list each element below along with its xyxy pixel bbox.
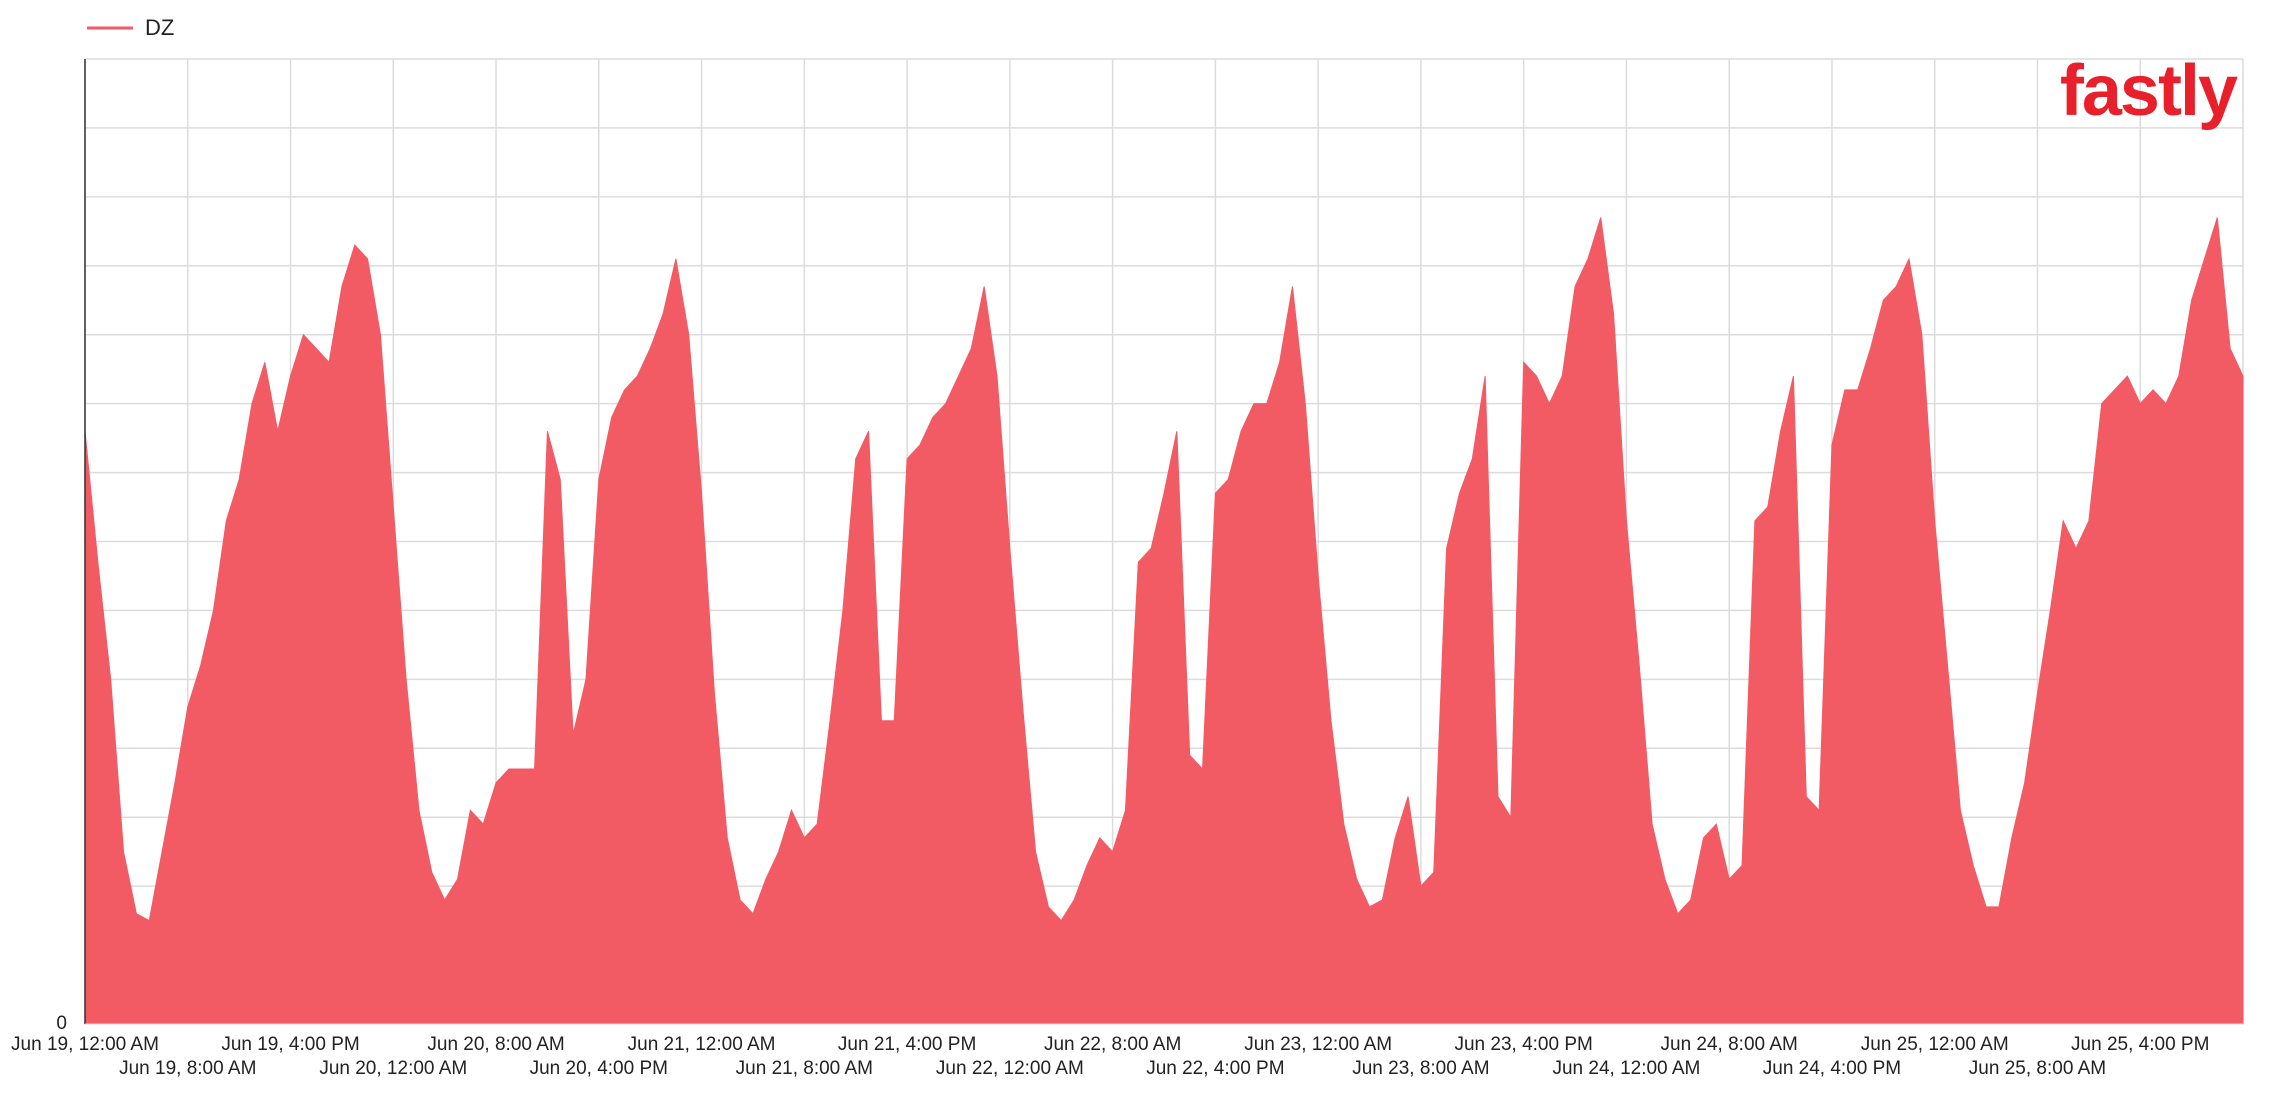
- x-tick-label: Jun 23, 8:00 AM: [1352, 1058, 1489, 1079]
- x-tick-label: Jun 22, 8:00 AM: [1044, 1034, 1181, 1055]
- x-tick-label: Jun 20, 4:00 PM: [530, 1058, 668, 1079]
- x-tick-label: Jun 21, 8:00 AM: [736, 1058, 873, 1079]
- x-tick-label: Jun 19, 4:00 PM: [221, 1034, 359, 1055]
- legend-label: DZ: [145, 15, 174, 40]
- x-tick-label: Jun 20, 8:00 AM: [427, 1034, 564, 1055]
- x-tick-label: Jun 21, 12:00 AM: [628, 1034, 776, 1055]
- x-tick-label: Jun 25, 8:00 AM: [1969, 1058, 2106, 1079]
- y-tick-label: 0: [56, 1013, 67, 1034]
- x-tick-label: Jun 19, 12:00 AM: [11, 1034, 159, 1055]
- x-tick-label: Jun 23, 12:00 AM: [1244, 1034, 1392, 1055]
- x-tick-label: Jun 19, 8:00 AM: [119, 1058, 256, 1079]
- x-tick-label: Jun 22, 4:00 PM: [1146, 1058, 1284, 1079]
- x-tick-label: Jun 23, 4:00 PM: [1454, 1034, 1592, 1055]
- area: [84, 217, 2244, 1025]
- x-tick-label: Jun 21, 4:00 PM: [838, 1034, 976, 1055]
- x-tick-label: Jun 20, 12:00 AM: [319, 1058, 467, 1079]
- x-tick-label: Jun 25, 12:00 AM: [1861, 1034, 2009, 1055]
- x-tick-label: Jun 24, 4:00 PM: [1763, 1058, 1901, 1079]
- x-tick-label: Jun 22, 12:00 AM: [936, 1058, 1084, 1079]
- logo: fastly: [2060, 51, 2238, 131]
- x-tick-label: Jun 24, 12:00 AM: [1552, 1058, 1700, 1079]
- x-tick-label: Jun 24, 8:00 AM: [1661, 1034, 1798, 1055]
- x-tick-label: Jun 25, 4:00 PM: [2071, 1034, 2209, 1055]
